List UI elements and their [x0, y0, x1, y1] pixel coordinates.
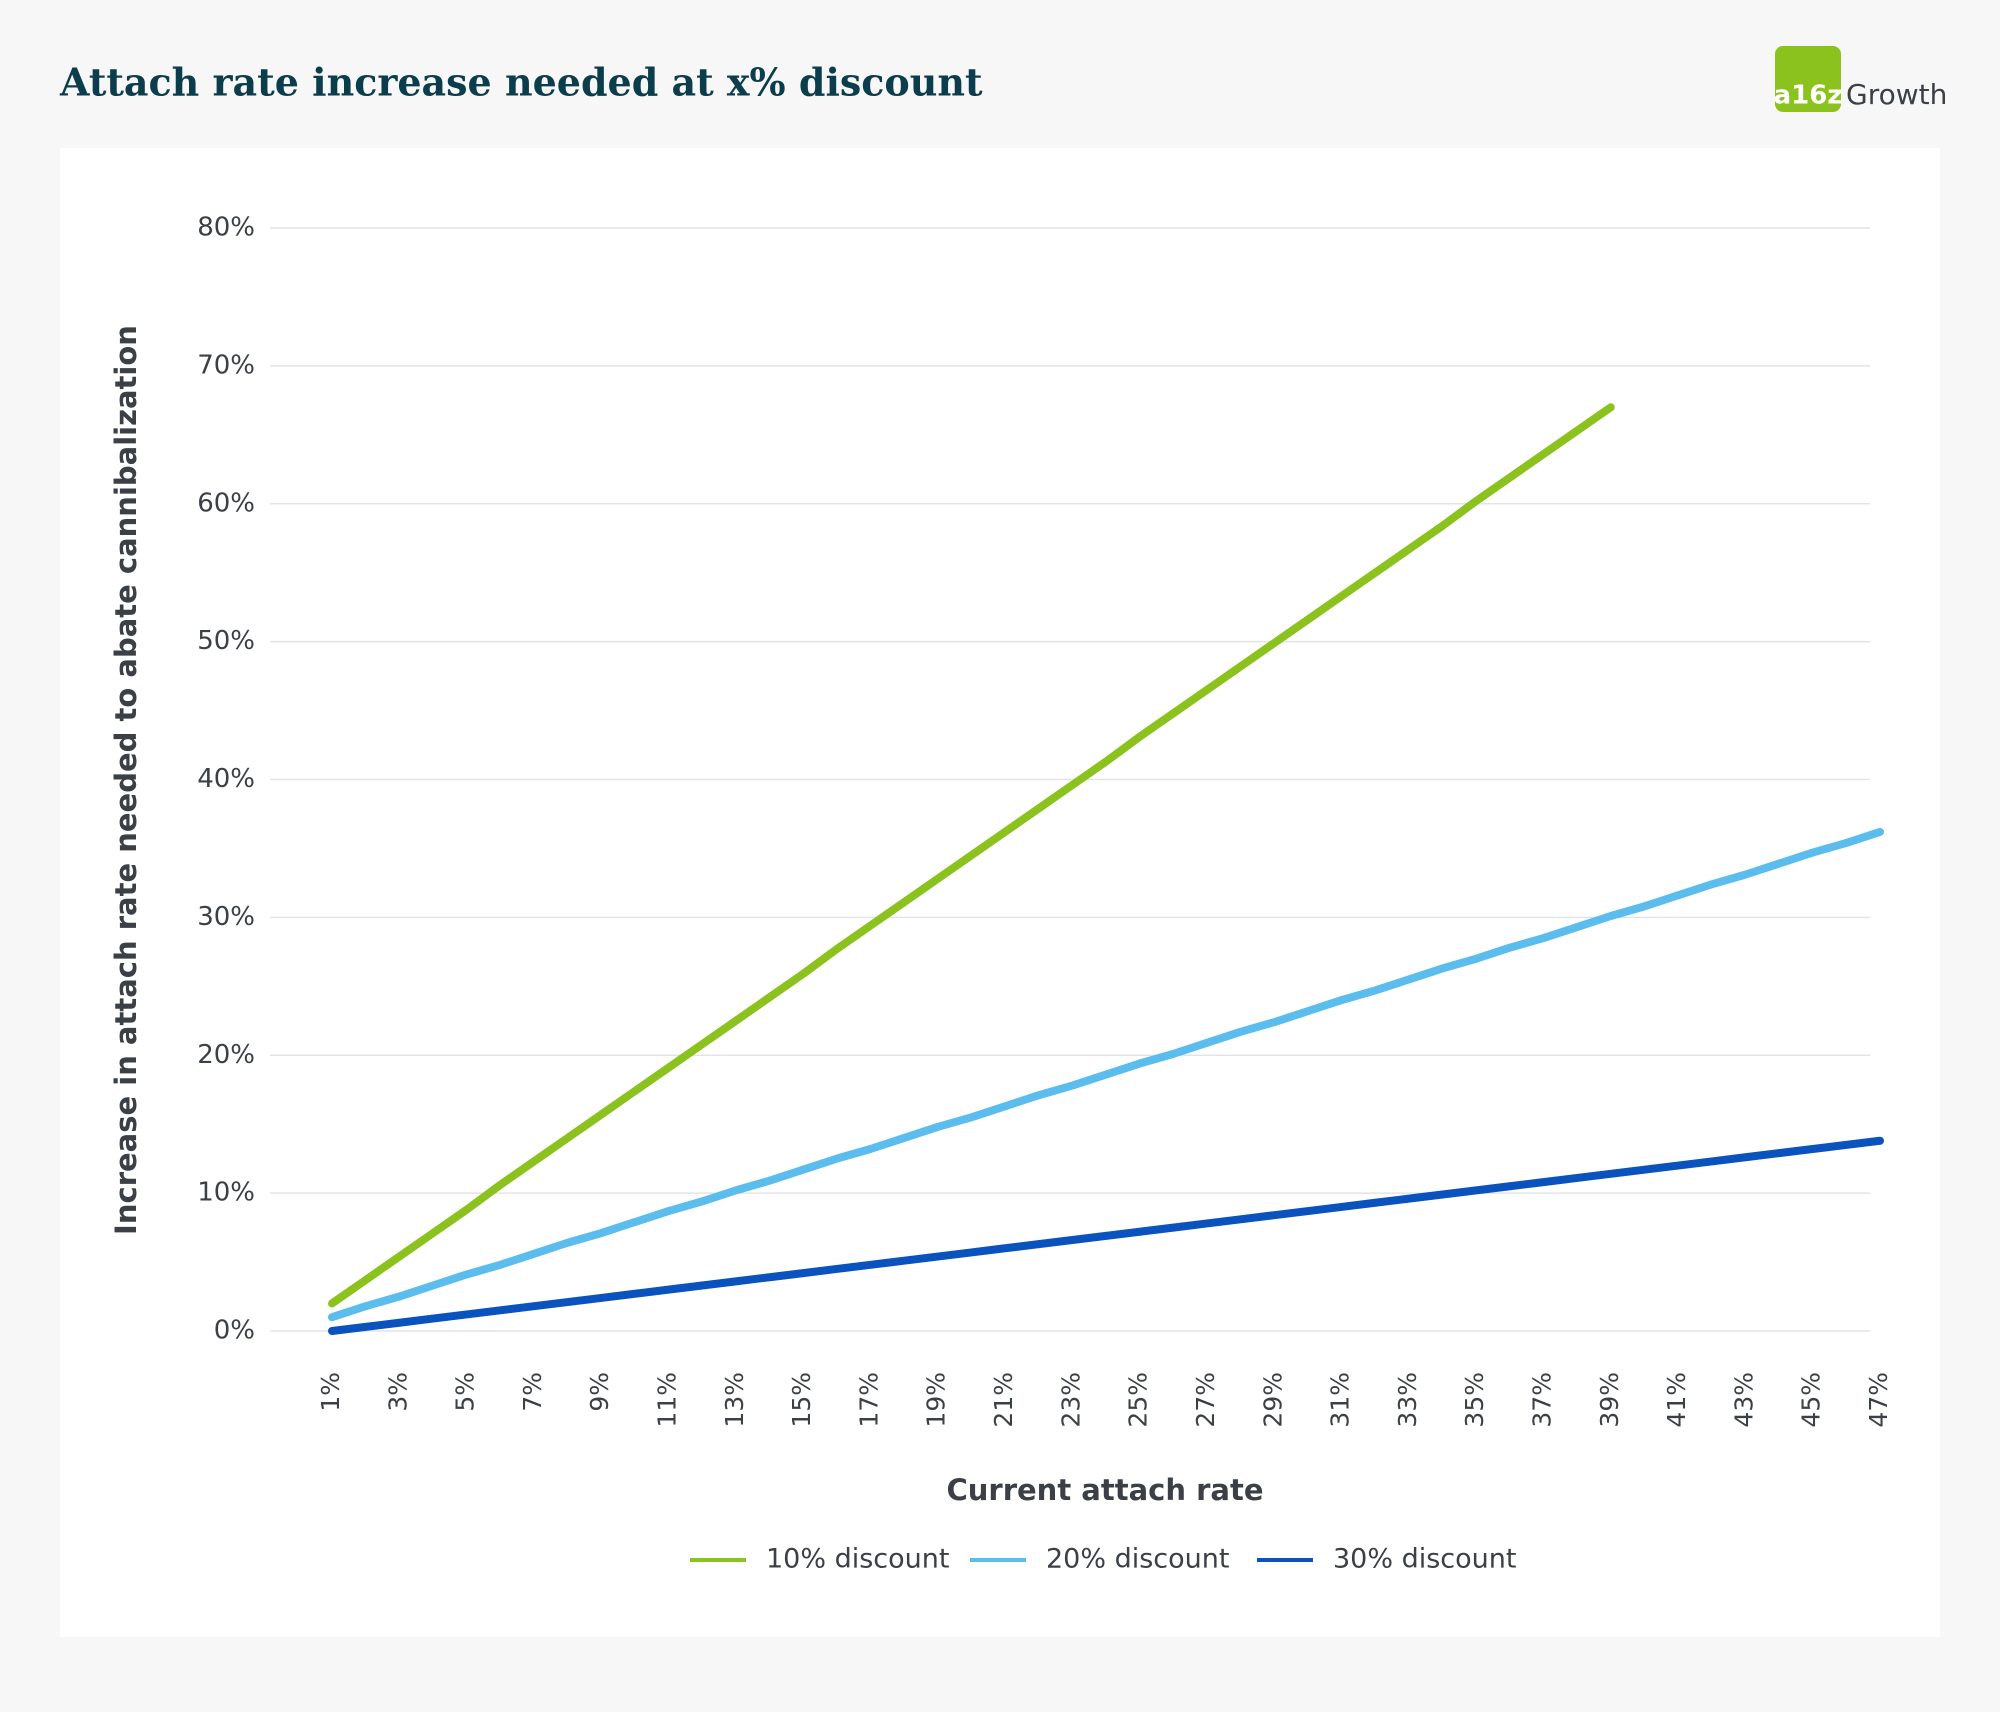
x-tick-label: 17%: [854, 1372, 883, 1428]
y-tick-label: 20%: [197, 1040, 255, 1070]
x-tick-label: 31%: [1326, 1372, 1355, 1428]
series-line: [328, 1136, 1884, 1335]
x-tick-label: 25%: [1124, 1372, 1153, 1428]
x-tick-label: 29%: [1258, 1372, 1287, 1428]
x-tick-label: 37%: [1527, 1372, 1556, 1428]
series-line: [328, 403, 1615, 1308]
y-tick-label: 0%: [214, 1316, 255, 1346]
x-tick-label: 45%: [1797, 1372, 1826, 1428]
x-tick-label: 11%: [653, 1372, 682, 1428]
x-tick-label: 23%: [1056, 1372, 1085, 1428]
x-axis-title: Current attach rate: [946, 1473, 1263, 1507]
legend-label: 10% discount: [766, 1544, 949, 1575]
x-tick-label: 19%: [922, 1372, 951, 1428]
x-tick-label: 41%: [1662, 1372, 1691, 1428]
x-tick-label: 35%: [1460, 1372, 1489, 1428]
y-tick-label: 50%: [197, 626, 255, 656]
x-tick-label: 21%: [989, 1372, 1018, 1428]
y-tick-label: 40%: [197, 764, 255, 794]
series-line: [328, 827, 1884, 1322]
x-tick-label: 13%: [720, 1372, 749, 1428]
x-tick-label: 43%: [1729, 1372, 1758, 1428]
x-tick-label: 33%: [1393, 1372, 1422, 1428]
x-tick-label: 7%: [518, 1372, 547, 1412]
y-axis-title: Increase in attach rate needed to abate …: [109, 325, 143, 1235]
y-tick-label: 30%: [197, 902, 255, 932]
x-tick-label: 5%: [451, 1372, 480, 1412]
y-tick-label: 10%: [197, 1178, 255, 1208]
chart-title: Attach rate increase needed at x% discou…: [59, 60, 983, 105]
x-tick-label: 15%: [787, 1372, 816, 1428]
logo-mark-bg: [1775, 46, 1841, 112]
y-tick-label: 60%: [197, 488, 255, 518]
card: [60, 148, 1940, 1637]
legend-label: 30% discount: [1333, 1544, 1516, 1575]
x-tick-label: 47%: [1864, 1372, 1893, 1428]
x-tick-label: 1%: [316, 1372, 345, 1412]
y-tick-label: 80%: [197, 213, 255, 243]
legend-label: 20% discount: [1046, 1544, 1229, 1575]
logo-text: Growth: [1846, 78, 1947, 111]
x-tick-label: 39%: [1595, 1372, 1624, 1428]
x-tick-label: 27%: [1191, 1372, 1220, 1428]
x-tick-label: 3%: [383, 1372, 412, 1412]
x-tick-label: 9%: [585, 1372, 614, 1412]
logo-mark: a16z: [1774, 81, 1843, 111]
y-tick-label: 70%: [197, 350, 255, 380]
